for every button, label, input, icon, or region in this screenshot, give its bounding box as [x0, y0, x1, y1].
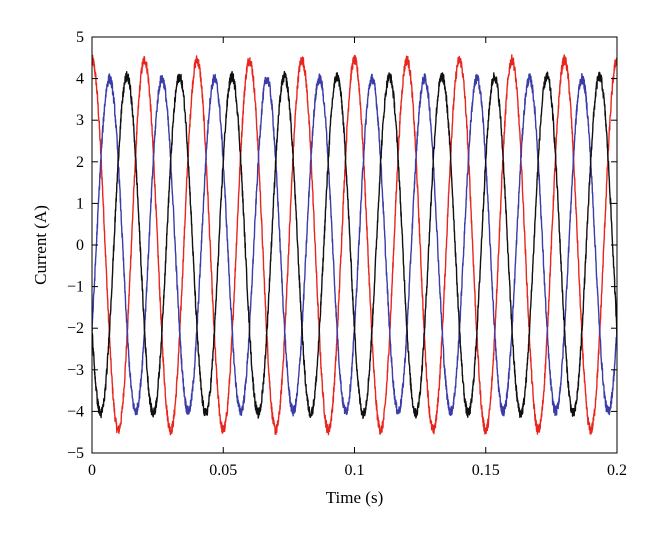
x-tick-label: 0.2	[607, 462, 627, 479]
y-tick-label: 2	[76, 154, 84, 171]
x-tick-label: 0.1	[345, 462, 365, 479]
y-tick-label: 0	[76, 237, 84, 254]
series-line-1	[92, 54, 617, 436]
y-tick-label: 4	[76, 71, 84, 88]
y-tick-label: −4	[67, 403, 84, 420]
x-tick-label: 0.15	[472, 462, 500, 479]
y-tick-label: −5	[67, 445, 84, 462]
x-tick-label: 0.05	[209, 462, 237, 479]
y-tick-label: 1	[76, 195, 84, 212]
series-line-2	[92, 72, 617, 417]
y-tick-label: −1	[67, 279, 84, 296]
series-line-3	[92, 70, 617, 420]
x-axis-label: Time (s)	[326, 488, 383, 507]
y-tick-label: 5	[76, 29, 84, 46]
y-tick-label: −3	[67, 362, 84, 379]
x-tick-label: 0	[88, 462, 96, 479]
plot-frame	[91, 36, 618, 454]
y-tick-label: −2	[67, 320, 84, 337]
y-tick-label: 3	[76, 112, 84, 129]
y-axis-label: Current (A)	[31, 205, 50, 285]
